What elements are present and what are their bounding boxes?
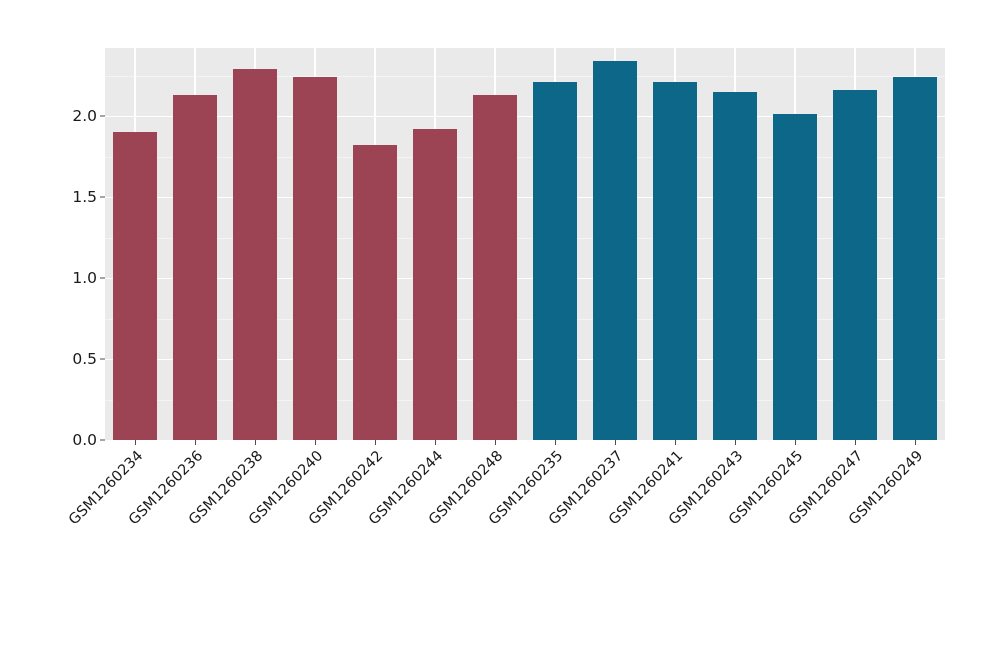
gridline-minor-y <box>105 75 945 77</box>
y-tick-label: 1.0 <box>72 269 97 288</box>
bar[interactable] <box>473 94 517 440</box>
y-tick-mark <box>100 358 105 360</box>
x-tick-label: GSM1260243 <box>666 448 747 529</box>
y-tick-label: 1.5 <box>72 188 97 207</box>
bar[interactable] <box>533 82 577 440</box>
gridline-major-y <box>105 116 945 118</box>
gridline-major-y <box>105 359 945 361</box>
x-tick-mark <box>855 440 856 445</box>
x-tick-mark <box>735 440 736 445</box>
y-tick-label: 2.0 <box>72 107 97 126</box>
x-tick-mark <box>315 440 316 445</box>
x-tick-label: GSM1260241 <box>606 448 687 529</box>
gridline-major-y <box>105 197 945 199</box>
bar[interactable] <box>413 129 457 440</box>
bar[interactable] <box>713 91 757 440</box>
x-tick-mark <box>255 440 256 445</box>
x-tick-mark <box>195 440 196 445</box>
bar[interactable] <box>893 77 937 440</box>
x-tick-label: GSM1260235 <box>486 448 567 529</box>
gridline-minor-y <box>105 156 945 158</box>
bar[interactable] <box>353 145 397 440</box>
x-tick-label: GSM1260245 <box>726 448 807 529</box>
x-tick-label: GSM1260244 <box>366 448 447 529</box>
bar[interactable] <box>113 132 157 440</box>
gridline-minor-y <box>105 399 945 401</box>
x-tick-mark <box>435 440 436 445</box>
plot-panel <box>105 48 945 440</box>
x-tick-mark <box>555 440 556 445</box>
y-tick-mark <box>100 277 105 279</box>
bar[interactable] <box>233 69 277 440</box>
bar[interactable] <box>173 94 217 440</box>
x-tick-mark <box>615 440 616 445</box>
x-tick-mark <box>915 440 916 445</box>
bar[interactable] <box>773 114 817 440</box>
x-tick-mark <box>675 440 676 445</box>
y-axis-title: Expression Level <box>34 0 82 72</box>
y-tick-mark <box>100 115 105 117</box>
x-tick-label: GSM1260237 <box>546 448 627 529</box>
x-tick-label: GSM1260242 <box>306 448 387 529</box>
x-tick-label: GSM1260238 <box>186 448 267 529</box>
y-tick-mark <box>100 439 105 441</box>
x-tick-mark <box>795 440 796 445</box>
x-tick-label: GSM1260248 <box>426 448 507 529</box>
y-tick-label: 0.5 <box>72 350 97 368</box>
x-tick-mark <box>135 440 136 445</box>
gridline-major-y <box>105 278 945 280</box>
x-tick-mark <box>375 440 376 445</box>
y-tick-label: 0.0 <box>72 431 97 449</box>
x-tick-mark <box>495 440 496 445</box>
gridline-minor-y <box>105 318 945 320</box>
bar-chart: Expression Level 0.0 0.5 1.0 1.5 2.0 GSM1260… <box>34 0 945 529</box>
x-tick-label: GSM1260240 <box>246 448 327 529</box>
gridline-minor-y <box>105 237 945 239</box>
bar[interactable] <box>833 90 877 440</box>
x-tick-label: GSM1260249 <box>846 448 927 529</box>
bar[interactable] <box>653 82 697 440</box>
y-tick-mark <box>100 196 105 198</box>
bar[interactable] <box>293 77 337 440</box>
bar[interactable] <box>593 60 637 440</box>
x-tick-label: GSM1260247 <box>786 448 867 529</box>
